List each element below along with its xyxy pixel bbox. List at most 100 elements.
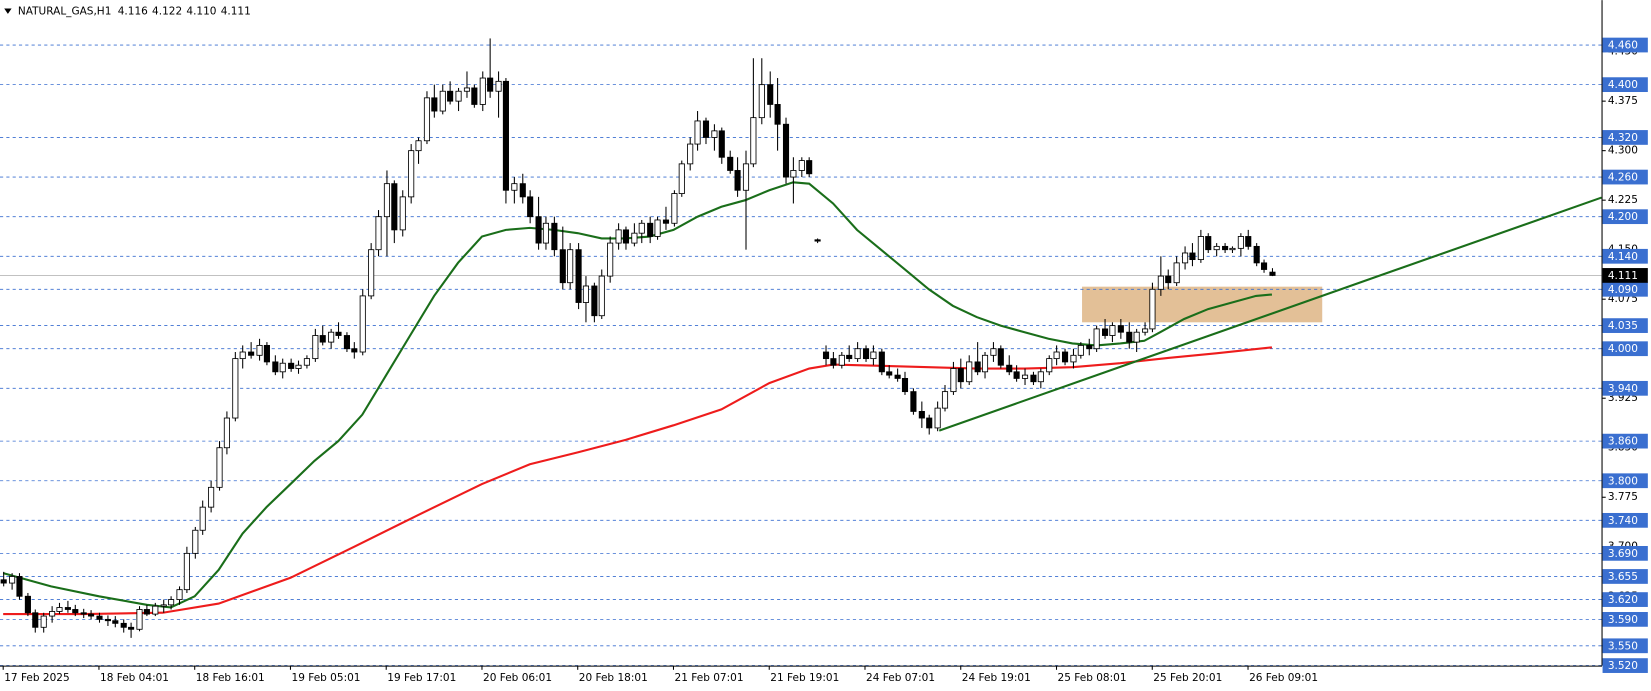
candle-body <box>183 552 190 591</box>
candle-body <box>870 351 877 360</box>
candle-body <box>1149 288 1156 330</box>
level-label-box <box>1602 130 1648 145</box>
candle-body <box>328 331 335 343</box>
level-label: 4.460 <box>1608 40 1638 52</box>
candle-body <box>303 358 310 366</box>
candle-body <box>239 351 246 360</box>
level-label-box <box>1602 37 1648 53</box>
candle-body <box>463 87 471 92</box>
candle-body <box>934 407 941 429</box>
current-price-label-box <box>1602 268 1648 283</box>
candle-body <box>1102 328 1109 336</box>
candle-body <box>319 335 326 343</box>
candle-body <box>1086 344 1093 350</box>
y-tick-label: 4.300 <box>1608 145 1638 157</box>
candle-body <box>687 143 694 165</box>
candle-body <box>774 104 781 125</box>
candle-body <box>120 622 127 628</box>
candle-body <box>702 120 710 138</box>
candle-body <box>1260 262 1268 270</box>
candle-body <box>1253 245 1260 264</box>
candle-body <box>1245 236 1252 247</box>
candle-body <box>742 163 750 191</box>
candle-body <box>782 123 790 178</box>
candle-body <box>878 351 885 373</box>
candle-body <box>455 90 462 102</box>
candle-body <box>598 275 605 317</box>
candle-body <box>1269 271 1276 276</box>
level-label: 4.090 <box>1608 284 1638 296</box>
level-label: 3.860 <box>1608 436 1638 448</box>
candle-body <box>1037 371 1044 383</box>
level-label-box <box>1602 209 1648 225</box>
candle-body <box>375 216 382 251</box>
level-label-box <box>1602 592 1648 607</box>
candle-body <box>551 222 558 251</box>
candle-body <box>806 160 813 175</box>
candle-body <box>1070 354 1077 363</box>
candle-body <box>854 348 861 360</box>
candle-body <box>223 417 230 449</box>
candle-body <box>926 417 933 429</box>
plot-area <box>0 38 1602 667</box>
candle-body <box>168 599 175 606</box>
candle-body <box>790 170 797 178</box>
candle-body <box>527 196 534 218</box>
level-label: 3.620 <box>1608 594 1638 606</box>
candle-body <box>798 160 805 171</box>
candle-body <box>1109 325 1116 336</box>
symbol-title: NATURAL_GAS,H1 <box>18 6 112 18</box>
open-value: 4.116 <box>118 6 148 18</box>
candle-body <box>471 87 478 105</box>
candle-body <box>615 229 622 244</box>
candle-body <box>519 183 526 198</box>
candle-body <box>312 335 319 360</box>
level-label-box <box>1602 638 1648 654</box>
candle-body <box>343 335 350 350</box>
moving-average <box>3 346 1273 616</box>
candle-body <box>1093 328 1100 350</box>
candle-body <box>40 615 47 628</box>
x-tick-label: 24 Feb 19:01 <box>962 672 1031 684</box>
candle-body <box>351 348 358 353</box>
candle-body <box>846 354 853 360</box>
candle-body <box>950 368 957 393</box>
menu-triangle[interactable] <box>4 8 12 14</box>
candle-body <box>1189 252 1196 261</box>
level-label: 4.000 <box>1608 343 1638 355</box>
level-label-box <box>1602 281 1648 297</box>
candle-body <box>1142 328 1149 333</box>
x-tick-label: 17 Feb 2025 <box>4 672 69 684</box>
candle-body <box>423 97 431 142</box>
candle-body <box>1046 358 1053 373</box>
x-tick-label: 19 Feb 05:01 <box>292 672 361 684</box>
candle-body <box>974 361 981 373</box>
candle-body <box>638 222 645 234</box>
candle-body <box>671 193 678 224</box>
candle-body <box>727 156 734 171</box>
candle-body <box>1117 325 1124 333</box>
candle-body <box>479 77 486 105</box>
candle-body <box>359 295 366 353</box>
level-label-box <box>1602 569 1648 584</box>
candle-body <box>711 130 718 138</box>
candle-body <box>718 130 725 158</box>
candle-body <box>199 506 206 531</box>
candle-body <box>0 579 7 584</box>
x-tick-label: 25 Feb 20:01 <box>1153 672 1222 684</box>
candle-body <box>216 447 223 488</box>
candle-body <box>288 362 295 369</box>
candle-body <box>56 607 63 612</box>
candle-body <box>88 613 95 617</box>
level-label: 3.520 <box>1608 660 1638 672</box>
candle-body <box>767 84 774 105</box>
level-label: 4.400 <box>1608 79 1638 91</box>
candle-body <box>1213 245 1220 251</box>
candle-body <box>631 232 638 244</box>
candle-body <box>192 529 199 554</box>
x-tick-label: 26 Feb 09:01 <box>1249 672 1318 684</box>
candle-body <box>1197 236 1204 261</box>
candle-body <box>391 183 398 231</box>
candle-body <box>1126 331 1133 343</box>
y-tick-label: 3.775 <box>1608 491 1638 503</box>
